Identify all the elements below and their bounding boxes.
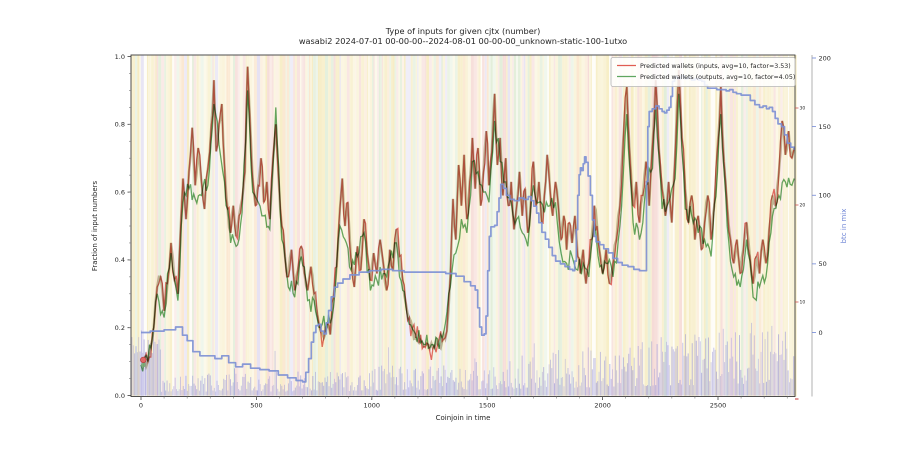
- tick-label: 0: [139, 402, 143, 410]
- x-axis-label: Coinjoin in time: [436, 414, 491, 422]
- rug-bars: [131, 322, 796, 396]
- legend: Predicted wallets (inputs, avg=10, facto…: [610, 57, 796, 87]
- chart-subtitle: wasabi2 2024-07-01 00-00-00--2024-08-01 …: [299, 36, 627, 46]
- tick-label: 100: [819, 192, 831, 200]
- tick-label: 2000: [594, 402, 611, 410]
- plot-area: 0 500 1000 1500 2000 2500 0.0 0.2 0.4 0.6 0.8 1.0 0 5…: [115, 53, 831, 410]
- tick-label: 0.2: [115, 324, 125, 332]
- start-marker-red: [140, 356, 147, 364]
- tick-label: 500: [250, 402, 262, 410]
- y-axis-label-left: Fraction of input numbers: [91, 180, 99, 271]
- tick-label: 0.0: [115, 392, 125, 400]
- tick-label: 1000: [364, 402, 381, 410]
- legend-label-inputs: Predicted wallets (inputs, avg=10, facto…: [640, 63, 791, 70]
- tick-label: 150: [819, 123, 831, 131]
- chart-title: Type of inputs for given cjtx (number): [385, 26, 541, 36]
- start-marker-green: [140, 362, 146, 368]
- tick-label: 0.8: [115, 121, 125, 129]
- tick-label: 20: [800, 203, 806, 209]
- axis-ticks: 0 500 1000 1500 2000 2500 0.0 0.2 0.4 0.6 0.8 1.0 0 5…: [115, 53, 831, 410]
- tick-label: 50: [819, 260, 827, 268]
- tick-label: 1.0: [115, 53, 125, 61]
- tick-label: 0.4: [115, 256, 125, 264]
- tick-label: 200: [819, 54, 831, 62]
- background-strips: [131, 55, 797, 397]
- legend-label-outputs: Predicted wallets (outputs, avg=10, fact…: [640, 74, 795, 81]
- tick-label: 0.6: [115, 188, 125, 196]
- tick-label: 30: [800, 106, 806, 112]
- tick-label: 10: [800, 300, 806, 306]
- y-axis-label-right-btc: btc in mix: [840, 209, 848, 244]
- tick-label: 2500: [710, 402, 727, 410]
- tick-label: 0: [819, 329, 823, 337]
- legend-box: [610, 57, 796, 87]
- tick-label: 1500: [479, 402, 496, 410]
